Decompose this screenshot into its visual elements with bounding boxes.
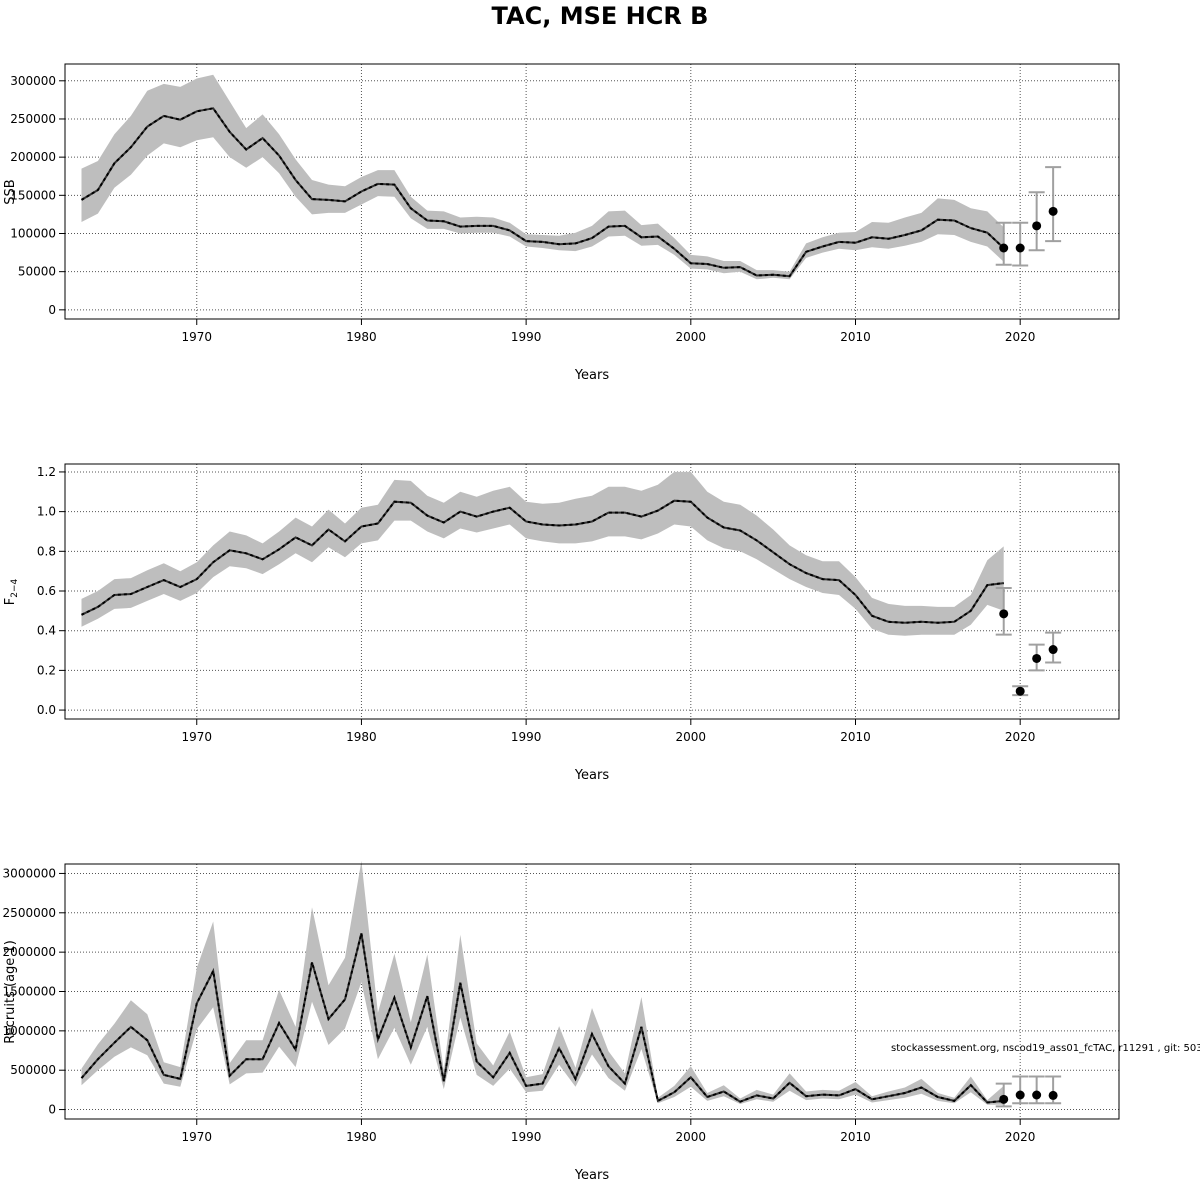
fbar-panel: Years F2−4 1970 1980 1990 2000 2010 2020 0.0 0.… <box>3 463 1120 783</box>
recruits-y-tick-label: 1500000 <box>3 985 56 999</box>
ssb-y-tick-label: 300000 <box>10 74 56 88</box>
fbar-x-tick-label: 1970 <box>181 730 212 744</box>
ssb-forecast-point <box>999 243 1009 253</box>
recruits-y-tick-label: 2000000 <box>3 945 56 959</box>
fbar-y-tick-label: 0.4 <box>37 624 56 638</box>
fbar-x-tick-label: 2000 <box>676 730 707 744</box>
ssb-forecast-point <box>1015 243 1025 253</box>
ssb-y-tick-label: 100000 <box>10 226 56 240</box>
recruits-y-tick-label: 3000000 <box>3 866 56 880</box>
ssb-x-tick-label: 1990 <box>511 330 542 344</box>
recruits-x-tick-label: 2010 <box>840 1130 871 1144</box>
recruits-forecast-point <box>999 1094 1009 1104</box>
ssb-forecast-point <box>1032 221 1042 231</box>
fbar-x-axis-title: Years <box>574 768 610 783</box>
fbar-x-tick-label: 1980 <box>346 730 377 744</box>
fbar-y-tick-label: 0.0 <box>37 703 56 717</box>
ssb-confidence-band <box>81 74 1004 280</box>
fbar-y-tick-label: 0.8 <box>37 544 56 558</box>
recruits-y-tick-label: 2500000 <box>3 906 56 920</box>
ssb-x-axis-title: Years <box>574 368 610 383</box>
ssb-y-tick-label: 0 <box>48 303 56 317</box>
recruits-forecast-point <box>1048 1090 1058 1100</box>
recruits-y-tick-label: 1000000 <box>3 1024 56 1038</box>
fbar-y-axis-title: F2−4 <box>3 578 20 605</box>
ssb-x-tick-label: 2020 <box>1005 330 1036 344</box>
fbar-forecast-point <box>999 609 1009 619</box>
fbar-y-tick-label: 0.2 <box>37 663 56 677</box>
fbar-y-tick-label: 1.0 <box>37 505 56 519</box>
ssb-x-tick-label: 1980 <box>346 330 377 344</box>
recruits-x-axis-title: Years <box>574 1168 610 1183</box>
recruits-y-tick-label: 500000 <box>10 1063 56 1077</box>
recruits-x-tick-label: 1990 <box>511 1130 542 1144</box>
ssb-x-tick-label: 1970 <box>181 330 212 344</box>
recruits-y-tick-label: 0 <box>48 1103 56 1117</box>
fbar-forecast-point <box>1032 653 1042 663</box>
recruits-x-tick-label: 2020 <box>1005 1130 1036 1144</box>
fbar-x-tick-label: 2010 <box>840 730 871 744</box>
ssb-y-tick-label: 150000 <box>10 188 56 202</box>
fbar-forecast-point <box>1048 645 1058 655</box>
ssb-plot-frame <box>64 63 1120 320</box>
recruits-x-tick-label: 2000 <box>676 1130 707 1144</box>
recruits-x-tick-label: 1970 <box>181 1130 212 1144</box>
ssb-x-tick-label: 2010 <box>840 330 871 344</box>
ssb-forecast-point <box>1048 206 1058 216</box>
recruits-x-tick-label: 1980 <box>346 1130 377 1144</box>
fbar-forecast-point <box>1015 686 1025 696</box>
fbar-x-tick-label: 1990 <box>511 730 542 744</box>
fbar-y-axis-subscript: 2−4 <box>10 578 20 597</box>
ssb-x-tick-label: 2000 <box>676 330 707 344</box>
fbar-x-tick-label: 2020 <box>1005 730 1036 744</box>
recruits-panel: Years Recruits (age 1) 1970 1980 1990 2000 2… <box>3 860 1120 1183</box>
fbar-y-tick-label: 0.6 <box>37 584 56 598</box>
ssb-estimate-line <box>80 107 1005 278</box>
ssb-y-tick-label: 200000 <box>10 150 56 164</box>
recruits-y-axis-title: Recruits (age 1) <box>3 940 18 1044</box>
ssb-panel: Years SSB 1970 1980 1990 2000 2010 2020 0 50000… <box>3 63 1120 383</box>
recruits-plot-frame <box>64 863 1120 1120</box>
fbar-confidence-band <box>81 471 1004 636</box>
recruits-confidence-band <box>81 860 1004 1105</box>
recruits-forecast-point <box>1032 1090 1042 1100</box>
fbar-estimate-line-dots <box>81 499 1004 624</box>
ssb-y-tick-label: 250000 <box>10 112 56 126</box>
fbar-y-axis-main: F <box>3 598 18 605</box>
footnote: stockassessment.org, nscod19_ass01_fcTAC… <box>891 1043 1200 1054</box>
ssb-y-axis-title: SSB <box>3 179 18 204</box>
recruits-estimate-line-dots <box>80 933 1004 1104</box>
ssb-y-tick-label: 50000 <box>18 265 56 279</box>
fbar-y-tick-label: 1.2 <box>37 465 56 479</box>
recruits-forecast-point <box>1015 1090 1025 1100</box>
figure-title: TAC, MSE HCR B <box>491 2 709 30</box>
